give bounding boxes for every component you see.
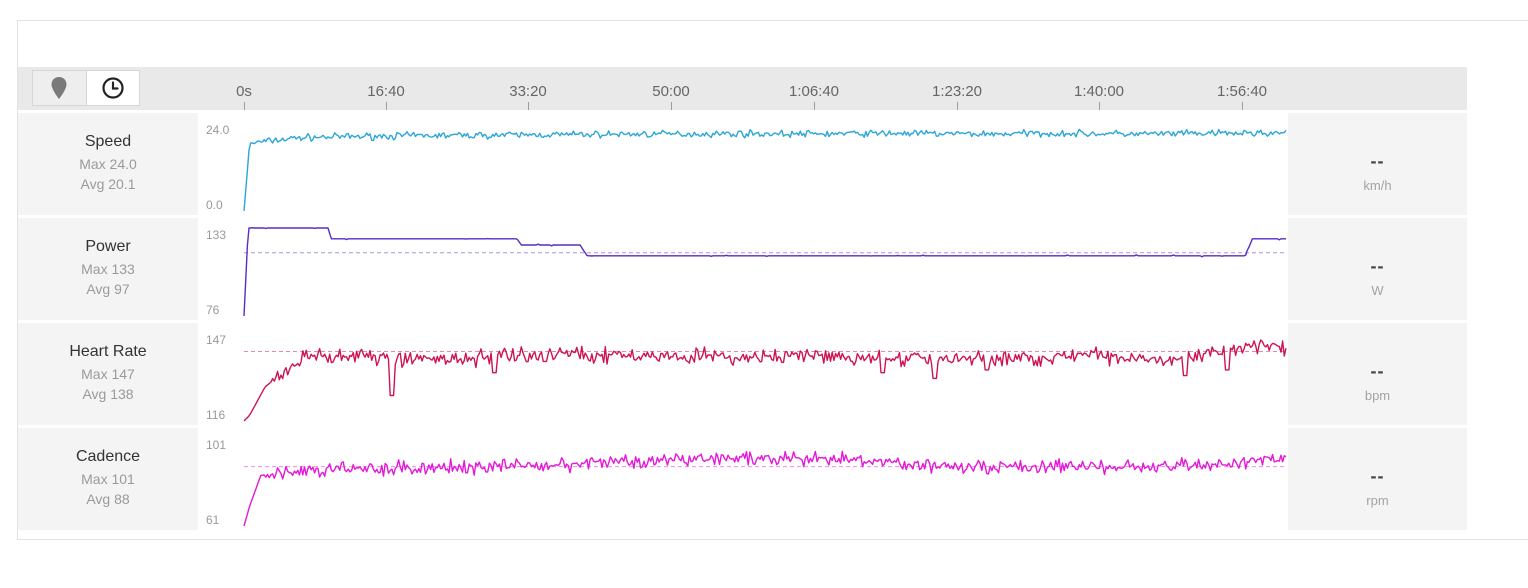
- metric-avg: Avg 20.1: [80, 176, 136, 192]
- metric-unit: km/h: [1363, 178, 1392, 193]
- cadence-series-line: [243, 450, 1287, 527]
- power-label-panel: Power Max 133 Avg 97: [18, 218, 198, 320]
- power-chart: 133 76: [206, 227, 1286, 317]
- time-tick-mark: [671, 102, 672, 110]
- metric-max: Max 101: [81, 471, 135, 487]
- time-tick-label: 50:00: [652, 83, 690, 100]
- metric-current-value: --: [1370, 151, 1385, 171]
- y-axis-min-label: 76: [206, 303, 220, 317]
- time-tick-label: 33:20: [509, 83, 547, 100]
- metric-unit: rpm: [1366, 493, 1389, 508]
- time-tick-label: 1:40:00: [1073, 83, 1125, 100]
- time-tick-label: 1:06:40: [788, 83, 840, 100]
- power-value-panel: -- W: [1288, 218, 1467, 320]
- time-tick-label: 0s: [236, 83, 252, 100]
- chart-frame: [17, 20, 1528, 540]
- metric-max: Max 133: [81, 261, 135, 277]
- power-series-line: [243, 227, 1286, 317]
- speed-series-line: [243, 128, 1287, 212]
- time-tick-label: 16:40: [367, 83, 405, 100]
- time-tick-mark: [957, 102, 958, 110]
- timeline-header: [18, 67, 1467, 110]
- map-pin-icon: [51, 77, 67, 99]
- metric-max: Max 147: [81, 366, 135, 382]
- heart-rate-value-panel: -- bpm: [1288, 323, 1467, 425]
- metric-current-value: --: [1370, 466, 1385, 486]
- speed-value-panel: -- km/h: [1288, 113, 1467, 215]
- metric-name: Heart Rate: [69, 343, 147, 360]
- speed-chart: 24.0 0.0: [206, 123, 1287, 212]
- clock-icon: [102, 77, 124, 99]
- time-tick-mark: [814, 102, 815, 110]
- metric-avg: Avg 97: [86, 281, 130, 297]
- y-axis-max-label: 24.0: [206, 123, 230, 137]
- time-tick-mark: [528, 102, 529, 110]
- time-tick-mark: [1099, 102, 1100, 110]
- metric-name: Speed: [84, 133, 132, 150]
- time-tick-mark: [1242, 102, 1243, 110]
- y-axis-min-label: 116: [206, 408, 225, 422]
- y-axis-min-label: 61: [206, 513, 220, 527]
- y-axis-min-label: 0.0: [206, 198, 223, 212]
- metric-avg: Avg 138: [82, 386, 134, 402]
- heart-rate-label-panel: Heart Rate Max 147 Avg 138: [18, 323, 198, 425]
- metric-avg: Avg 88: [86, 491, 130, 507]
- cadence-chart: 101 61: [206, 438, 1287, 527]
- metric-unit: W: [1371, 283, 1384, 298]
- y-axis-max-label: 133: [206, 228, 226, 242]
- speed-label-panel: Speed Max 24.0 Avg 20.1: [18, 113, 198, 215]
- map-view-button[interactable]: [33, 71, 87, 105]
- time-tick-mark: [244, 102, 245, 110]
- metric-unit: bpm: [1364, 388, 1391, 403]
- heart-rate-series-line: [243, 339, 1287, 422]
- y-axis-max-label: 101: [206, 438, 226, 452]
- y-axis-max-label: 147: [206, 333, 226, 347]
- time-view-button[interactable]: [86, 71, 139, 105]
- metric-current-value: --: [1370, 361, 1385, 381]
- time-tick-label: 1:56:40: [1216, 83, 1268, 100]
- time-tick-label: 1:23:20: [931, 83, 983, 100]
- metric-max: Max 24.0: [79, 156, 137, 172]
- view-toggle: [32, 70, 140, 106]
- cadence-value-panel: -- rpm: [1288, 428, 1467, 530]
- metric-name: Power: [85, 238, 131, 255]
- heart-rate-chart: 147 116: [206, 333, 1287, 422]
- time-tick-mark: [386, 102, 387, 110]
- metric-name: Cadence: [75, 448, 141, 465]
- metric-current-value: --: [1370, 256, 1385, 276]
- cadence-label-panel: Cadence Max 101 Avg 88: [18, 428, 198, 530]
